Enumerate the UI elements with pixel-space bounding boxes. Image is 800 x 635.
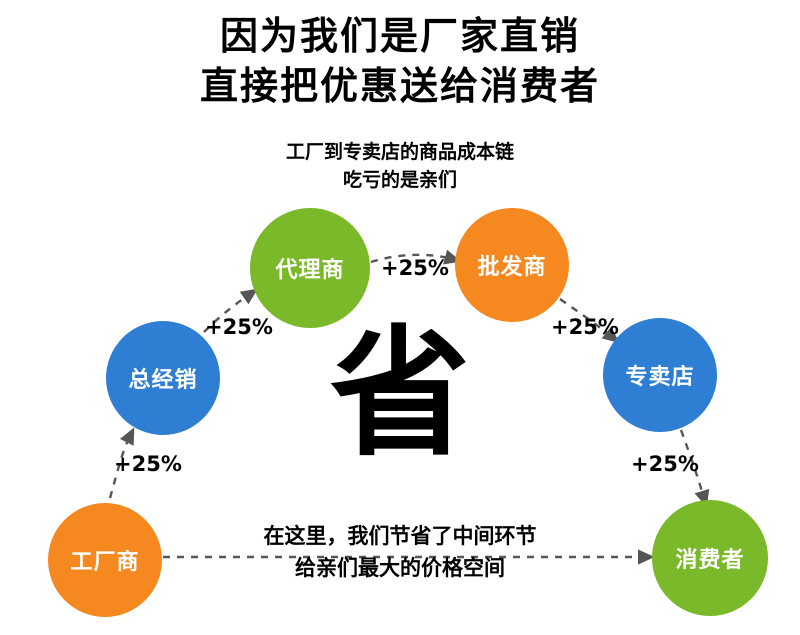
node-exclusive-shop: 专卖店: [603, 318, 717, 432]
center-character: 省: [329, 313, 470, 476]
headline-line-2: 直接把优惠送给消费者: [199, 64, 600, 108]
arrow-factory-to-general-distributor: [108, 427, 135, 499]
headline-line-1: 因为我们是厂家直销: [219, 14, 580, 58]
node-agent: 代理商: [250, 208, 370, 328]
node-consumer: 消费者: [652, 500, 768, 616]
node-general-distributor: 总经销: [106, 321, 220, 435]
subhead-line-2: 吃亏的是亲们: [342, 169, 457, 191]
node-consumer-label: 消费者: [675, 548, 745, 573]
arrow-agent-to-wholesaler: [370, 249, 462, 265]
pct-agent-wholesaler: +25%: [381, 256, 449, 280]
pct-general-agent: +25%: [205, 315, 273, 339]
bottom-text-line-2: 给亲们最大的价格空间: [295, 556, 505, 580]
arrow-wholesaler-to-exclusive-shop: [559, 298, 620, 344]
pct-factory-general: +25%: [114, 452, 182, 476]
subhead-line-1: 工厂到专卖店的商品成本链: [285, 141, 514, 163]
bottom-text-line-1: 在这里，我们节省了中间环节: [263, 524, 537, 548]
node-wholesaler-label: 批发商: [477, 255, 547, 280]
node-agent-label: 代理商: [275, 258, 345, 283]
arrow-general-distributor-to-agent: [203, 288, 258, 333]
node-wholesaler: 批发商: [455, 208, 569, 322]
node-exclusive-shop-label: 专卖店: [625, 365, 695, 390]
node-factory: 工厂商: [48, 503, 162, 617]
node-general-distributor-label: 总经销: [128, 368, 198, 393]
pct-wholesaler-shop: +25%: [551, 315, 619, 339]
pct-shop-consumer: +25%: [631, 452, 699, 476]
node-factory-label: 工厂商: [70, 550, 140, 575]
